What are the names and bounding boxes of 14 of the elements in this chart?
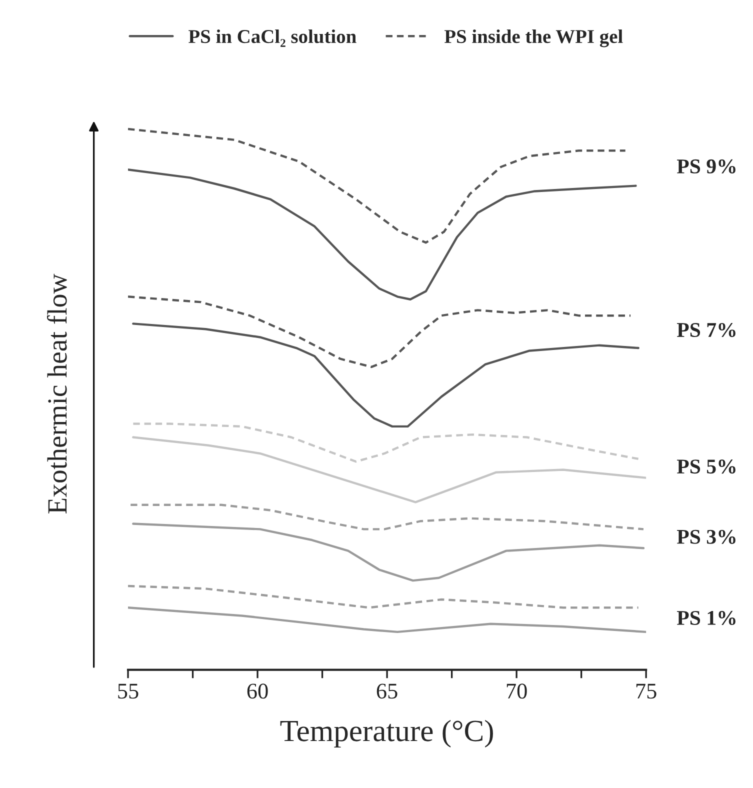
text: PS 9% bbox=[676, 159, 736, 174]
text: PS 5% bbox=[676, 460, 736, 474]
text: PS 1% bbox=[676, 610, 736, 626]
x-tick-label: 70 bbox=[506, 684, 527, 699]
legend-label: PS in CaCl₂ solution bbox=[188, 29, 356, 47]
text: PS 3% bbox=[676, 530, 736, 544]
x-tick-label: 65 bbox=[376, 684, 398, 699]
text: PS 7% bbox=[676, 322, 736, 338]
x-axis-title: Temperature (°C) bbox=[280, 720, 493, 748]
x-tick-label: 75 bbox=[636, 684, 656, 699]
legend-label: PS inside the WPI gel bbox=[444, 29, 623, 48]
x-tick-label: 60 bbox=[247, 684, 268, 699]
y-axis-title: Exothermic heat flow bbox=[46, 274, 67, 514]
x-tick-label: 55 bbox=[118, 684, 138, 699]
